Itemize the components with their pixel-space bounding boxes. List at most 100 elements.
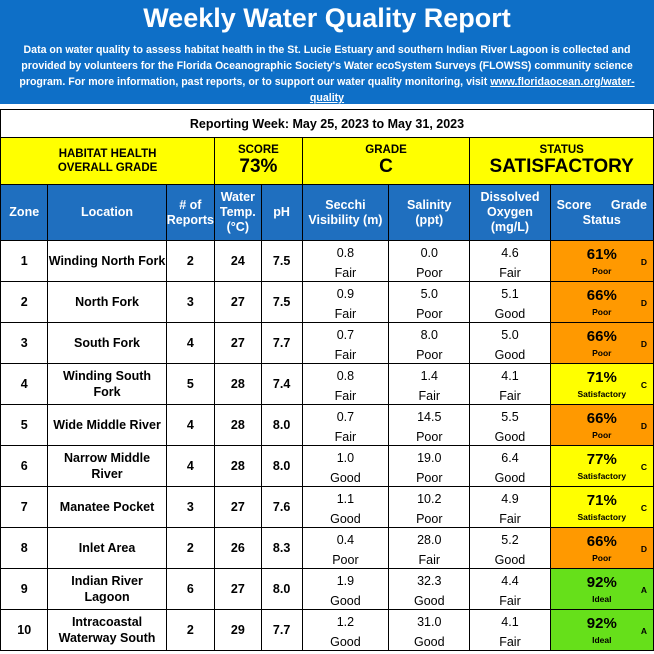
- score-status: Ideal: [592, 594, 612, 604]
- table-row: 8 Inlet Area 2 26 8.3 0.4 Poor 28.0 Fair 5.2 Good 6…: [0, 527, 654, 569]
- table-row: 6 Narrow Middle River 4 28 8.0 1.0 Good 19.0 Poo…: [0, 445, 654, 487]
- reports-cell: 4: [165, 404, 216, 446]
- zone-cell: 10: [0, 609, 49, 651]
- col-secchi: Secchi Visibility (m): [301, 184, 390, 241]
- score-percent: 77%: [586, 451, 617, 468]
- water-quality-link[interactable]: www.floridaocean.org/water-quality: [309, 76, 635, 104]
- dissolved-oxygen-cell: 5.1 Good: [469, 281, 551, 323]
- dissolved-oxygen-cell: 4.9 Fair: [469, 486, 551, 528]
- dissolved-oxygen-cell: 4.1 Fair: [469, 609, 551, 651]
- score-percent: 71%: [586, 492, 617, 509]
- score-status-cell: 66% D Poor: [549, 527, 654, 569]
- col-ph: pH: [260, 184, 303, 241]
- dissolved-oxygen-cell: 5.2 Good: [469, 527, 551, 569]
- salinity-cell: 31.0 Good: [388, 609, 471, 651]
- salinity-cell: 32.3 Good: [388, 568, 471, 610]
- score-status-cell: 66% D Poor: [549, 404, 654, 446]
- table-row: 10 Intracoastal Waterway South 2 29 7.7 1.2 Go…: [0, 609, 654, 651]
- score-status: Satisfactory: [577, 389, 627, 399]
- score-status-cell: 71% C Satisfactory: [549, 486, 654, 528]
- reports-cell: 2: [165, 527, 216, 569]
- ph-cell: 7.5: [260, 240, 303, 282]
- ph-cell: 8.3: [260, 527, 303, 569]
- salinity-cell: 8.0 Poor: [388, 322, 471, 364]
- zone-cell: 3: [0, 322, 49, 364]
- ph-cell: 7.7: [260, 609, 303, 651]
- score-grade: C: [640, 380, 647, 390]
- secchi-cell: 0.7 Fair: [301, 404, 390, 446]
- secchi-cell: 1.9 Good: [301, 568, 390, 610]
- table-row: 9 Indian River Lagoon 6 27 8.0 1.9 Good 32.3 Goo…: [0, 568, 654, 610]
- location-cell: Manatee Pocket: [47, 486, 167, 528]
- col-salinity: Salinity (ppt): [388, 184, 471, 241]
- salinity-cell: 0.0 Poor: [388, 240, 471, 282]
- dissolved-oxygen-cell: 6.4 Good: [469, 445, 551, 487]
- habitat-label-line1: HABITAT HEALTH: [58, 148, 157, 160]
- location-cell: Wide Middle River: [47, 404, 167, 446]
- score-status-cell: 61% D Poor: [549, 240, 654, 282]
- col-reports: # of Reports: [165, 184, 216, 241]
- col-location: Location: [47, 184, 167, 241]
- table-row: 1 Winding North Fork 2 24 7.5 0.8 Fair 0.0 Poor 4…: [0, 240, 654, 282]
- score-percent: 61%: [586, 246, 617, 263]
- score-grade: C: [640, 462, 647, 472]
- col-temp: Water Temp. (°C): [214, 184, 262, 241]
- secchi-cell: 0.7 Fair: [301, 322, 390, 364]
- score-percent: 92%: [586, 574, 617, 591]
- score-grade: D: [640, 298, 647, 308]
- overall-grade: GRADE C: [301, 137, 471, 185]
- temp-cell: 28: [214, 363, 262, 405]
- reports-cell: 2: [165, 240, 216, 282]
- temp-cell: 28: [214, 445, 262, 487]
- ph-cell: 7.7: [260, 322, 303, 364]
- score-status-cell: 77% C Satisfactory: [549, 445, 654, 487]
- temp-cell: 29: [214, 609, 262, 651]
- location-cell: Winding South Fork: [47, 363, 167, 405]
- score-status-cell: 92% A Ideal: [549, 568, 654, 610]
- location-cell: Intracoastal Waterway South: [47, 609, 167, 651]
- score-status-cell: 66% D Poor: [549, 322, 654, 364]
- zone-cell: 8: [0, 527, 49, 569]
- temp-cell: 24: [214, 240, 262, 282]
- zone-cell: 5: [0, 404, 49, 446]
- temp-cell: 27: [214, 281, 262, 323]
- secchi-cell: 0.9 Fair: [301, 281, 390, 323]
- location-cell: Indian River Lagoon: [47, 568, 167, 610]
- score-status: Satisfactory: [577, 512, 627, 522]
- reports-cell: 3: [165, 486, 216, 528]
- score-status: Poor: [592, 266, 612, 276]
- reports-cell: 4: [165, 445, 216, 487]
- reporting-week: Reporting Week: May 25, 2023 to May 31, …: [0, 109, 654, 138]
- score-status-cell: 92% A Ideal: [549, 609, 654, 651]
- report-description: Data on water quality to assess habitat …: [0, 33, 654, 106]
- dissolved-oxygen-cell: 4.4 Fair: [469, 568, 551, 610]
- score-grade: D: [640, 257, 647, 267]
- secchi-cell: 0.8 Fair: [301, 363, 390, 405]
- score-grade: D: [640, 544, 647, 554]
- ph-cell: 8.0: [260, 404, 303, 446]
- dissolved-oxygen-cell: 5.0 Good: [469, 322, 551, 364]
- score-status: Poor: [592, 307, 612, 317]
- reports-cell: 2: [165, 609, 216, 651]
- score-status-cell: 71% C Satisfactory: [549, 363, 654, 405]
- overall-score: SCORE 73%: [214, 137, 303, 185]
- overall-status: STATUS SATISFACTORY: [469, 137, 654, 185]
- reports-cell: 4: [165, 322, 216, 364]
- location-cell: Narrow Middle River: [47, 445, 167, 487]
- secchi-cell: 0.8 Fair: [301, 240, 390, 282]
- zone-cell: 9: [0, 568, 49, 610]
- location-cell: South Fork: [47, 322, 167, 364]
- temp-cell: 26: [214, 527, 262, 569]
- water-quality-table: Reporting Week: May 25, 2023 to May 31, …: [0, 109, 654, 651]
- habitat-label-line2: OVERALL GRADE: [57, 162, 158, 174]
- zone-cell: 1: [0, 240, 49, 282]
- temp-cell: 27: [214, 568, 262, 610]
- score-grade: A: [640, 626, 647, 636]
- score-value: 73%: [239, 156, 278, 177]
- table-row: 5 Wide Middle River 4 28 8.0 0.7 Fair 14.5 Poor 5…: [0, 404, 654, 446]
- location-cell: North Fork: [47, 281, 167, 323]
- reports-cell: 3: [165, 281, 216, 323]
- salinity-cell: 19.0 Poor: [388, 445, 471, 487]
- score-status-cell: 66% D Poor: [549, 281, 654, 323]
